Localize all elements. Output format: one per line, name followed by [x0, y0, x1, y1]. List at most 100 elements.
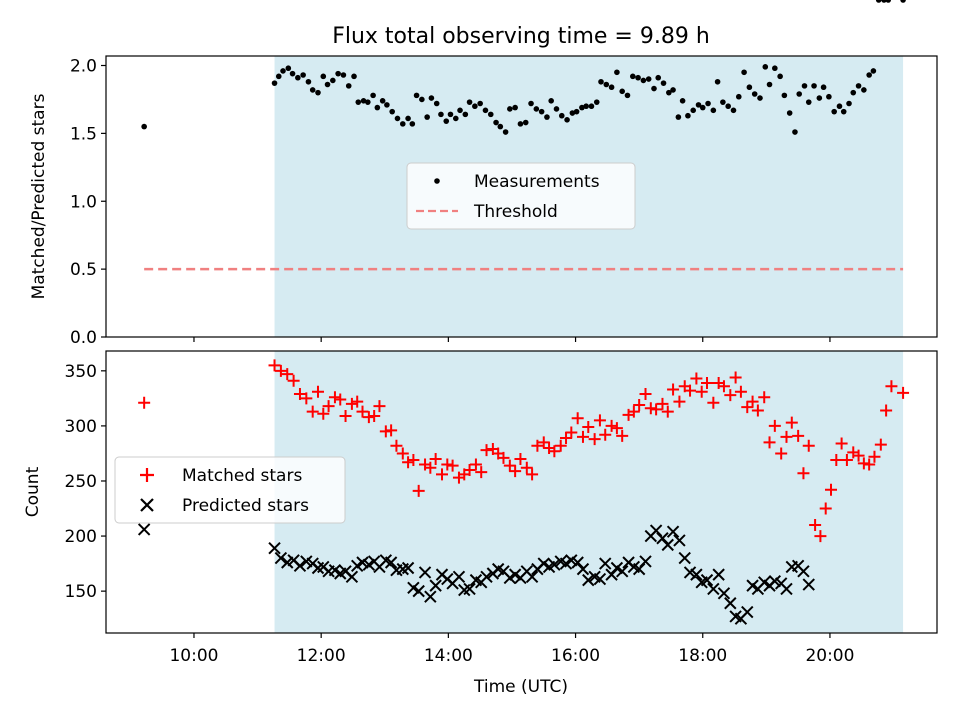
measurement-point — [477, 100, 483, 107]
matched-star-point — [874, 438, 887, 451]
measurement-point — [275, 73, 282, 80]
matched-star-point — [317, 407, 330, 420]
matched-star-point — [661, 405, 674, 418]
matched-star-point — [775, 447, 788, 460]
measurement-point — [655, 74, 662, 81]
x-tick-label: 16:00 — [551, 646, 600, 666]
measurement-point — [538, 108, 545, 115]
matched-star-point — [407, 454, 420, 467]
measurement-point — [409, 121, 416, 127]
count-legend: Matched stars Predicted stars — [114, 456, 346, 524]
matched-star-point — [526, 468, 539, 481]
matched-star-point — [390, 439, 403, 452]
measurement-point — [544, 114, 550, 120]
predicted-star-point — [525, 570, 539, 584]
predicted-star-point — [717, 587, 731, 600]
measurement-point — [846, 100, 852, 107]
y-tick-label: 350 — [65, 362, 97, 382]
measurement-point — [811, 83, 817, 89]
matched-star-point — [565, 426, 578, 439]
matched-star-point — [695, 385, 708, 398]
y-tick-label: 300 — [65, 417, 97, 437]
measurement-point — [558, 112, 565, 119]
measurement-point — [695, 102, 702, 108]
predicted-star-point — [480, 570, 493, 584]
measurement-point — [502, 129, 509, 135]
measurement-point — [651, 85, 657, 92]
measurement-point — [660, 80, 667, 86]
measurement-point — [840, 108, 847, 115]
matched-star-point — [780, 430, 793, 443]
measurement-point — [781, 92, 788, 99]
predicted-star-point — [418, 566, 432, 579]
measurement-point — [324, 81, 331, 88]
measurement-point — [365, 99, 371, 105]
measurement-point — [690, 107, 697, 114]
x-tick-label: 14:00 — [424, 646, 473, 666]
measurement-point — [735, 93, 742, 100]
legend-measurements-marker — [434, 178, 440, 184]
measurement-point — [608, 84, 615, 91]
matched-star-point — [311, 385, 324, 398]
matched-star-point — [287, 374, 300, 387]
measurement-point — [379, 97, 386, 104]
measurement-point — [714, 78, 721, 85]
predicted-star-point — [293, 559, 307, 573]
measurement-point — [443, 118, 450, 124]
matched-star-point — [509, 465, 522, 478]
x-tick-label: 12:00 — [297, 646, 346, 666]
predicted-star-point — [678, 551, 691, 565]
measurement-point — [685, 112, 691, 119]
measurement-point — [141, 123, 147, 130]
measurement-point — [720, 99, 726, 105]
predicted-star-point — [576, 562, 590, 576]
measurement-point — [280, 68, 286, 74]
predicted-star-point — [412, 584, 425, 598]
measurement-point — [579, 104, 585, 111]
matched-star-point — [684, 384, 697, 397]
measurement-point — [598, 78, 604, 85]
measurement-point — [730, 107, 737, 114]
measurement-point — [482, 107, 489, 114]
matched-star-point — [724, 389, 737, 402]
matched-star-point — [475, 466, 488, 479]
matched-star-point — [537, 436, 550, 449]
matched-star-point — [758, 391, 771, 404]
matched-star-point — [717, 380, 730, 393]
measurement-point — [593, 99, 600, 105]
measurement-point — [517, 121, 524, 127]
matched-star-point — [281, 368, 294, 381]
measurement-point — [419, 96, 425, 103]
matched-star-point — [520, 461, 533, 474]
matched-star-point — [469, 458, 482, 471]
matched-star-point — [351, 395, 364, 408]
measurement-point — [861, 87, 867, 93]
measurement-point — [573, 108, 580, 115]
matched-star-point — [582, 421, 595, 434]
matched-star-point — [785, 416, 798, 429]
matched-star-point — [656, 397, 669, 410]
y-tick-label: 250 — [65, 472, 97, 492]
matched-star-point — [729, 371, 742, 384]
predicted-star-point — [673, 534, 686, 547]
measurement-point — [679, 97, 686, 104]
matched-star-point — [480, 444, 493, 457]
predicted-star-point — [802, 578, 815, 591]
predicted-star-point — [780, 582, 793, 596]
measurement-point — [320, 73, 327, 80]
matched-star-point — [588, 433, 601, 446]
matched-star-point — [610, 422, 623, 435]
matched-star-point — [797, 467, 810, 480]
predicted-star-point — [615, 565, 629, 578]
matched-star-point — [362, 411, 375, 424]
measurement-point — [786, 110, 793, 116]
y-tick-label: 0.5 — [70, 260, 97, 280]
y-tick-label: 150 — [65, 582, 97, 602]
measurement-point — [619, 88, 625, 95]
measurement-point — [413, 92, 420, 99]
measurement-point — [384, 102, 390, 108]
matched-star-point — [825, 483, 838, 496]
matched-star-point — [373, 400, 386, 413]
matched-star-point — [345, 397, 358, 410]
matched-star-point — [819, 502, 832, 515]
